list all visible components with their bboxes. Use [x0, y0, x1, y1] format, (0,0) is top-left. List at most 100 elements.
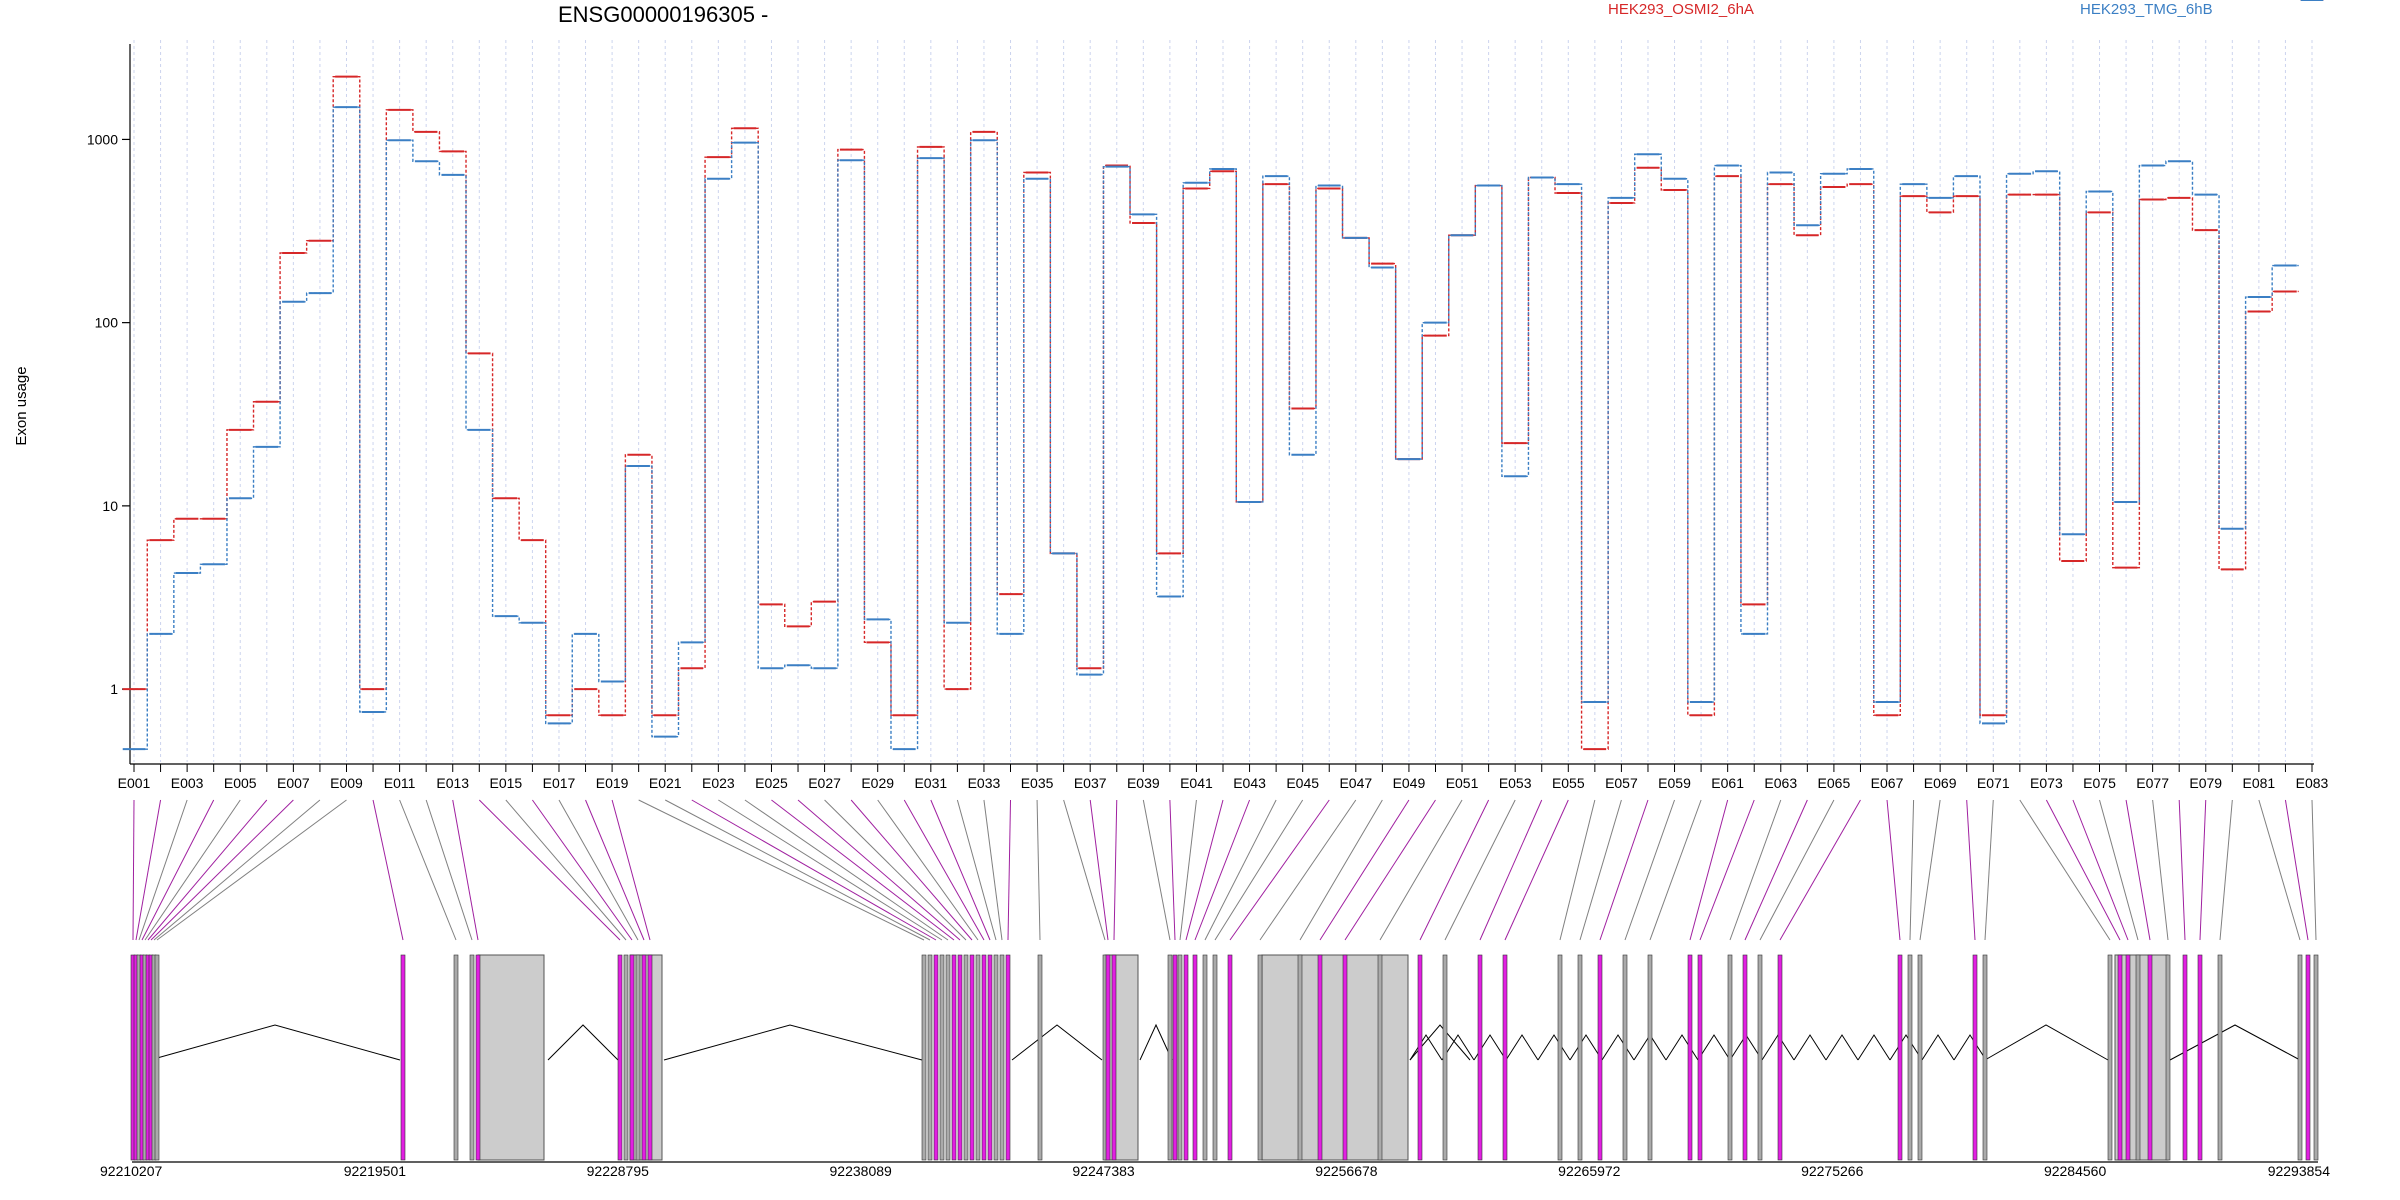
x-tick-label: E083 [2296, 775, 2329, 791]
exon-bar [635, 954, 641, 1161]
x-tick-label: E031 [914, 775, 947, 791]
exon-bar [1727, 954, 1733, 1161]
genomic-coordinate-label: 92284560 [2044, 1163, 2107, 1179]
exon-link [132, 799, 135, 941]
exon-link [1909, 799, 1915, 941]
genomic-coordinate-label: 92256678 [1315, 1163, 1378, 1179]
exon-link [1379, 799, 1463, 941]
series-layer [122, 0, 2324, 751]
intron [547, 1024, 619, 1061]
exon-bar [647, 954, 653, 1161]
exon-bar [2147, 954, 2153, 1161]
exon-bar [2117, 954, 2123, 1161]
intron [1857, 1034, 1891, 1061]
exon-link [638, 799, 925, 941]
x-tick-label: E019 [596, 775, 629, 791]
exon-link [505, 799, 627, 941]
exon-bar [1622, 954, 1628, 1161]
exon-box [1261, 954, 1409, 1161]
exon-link [1689, 799, 1729, 941]
x-tick-label: E017 [543, 775, 576, 791]
exon-bar [469, 954, 475, 1161]
exon-link [1649, 799, 1702, 941]
x-tick-label: E035 [1021, 775, 1054, 791]
exon-bar [641, 954, 647, 1161]
exon-link [903, 799, 985, 941]
exon-bar [975, 954, 981, 1161]
x-tick-label: E067 [1871, 775, 1904, 791]
x-tick-label: E007 [277, 775, 310, 791]
exon-bar [1037, 954, 1043, 1161]
exon-bar [963, 954, 969, 1161]
exon-bar [1257, 954, 1263, 1161]
exon-link [1259, 799, 1357, 941]
exon-bar [1742, 954, 1748, 1161]
exon-bar [1697, 954, 1703, 1161]
exon-link [1185, 799, 1224, 941]
x-tick-label: E009 [330, 775, 363, 791]
exon-link [1444, 799, 1516, 941]
exon-bar [1477, 954, 1483, 1161]
intron [1697, 1034, 1731, 1061]
exon-link [1007, 799, 1012, 941]
exon-link [1229, 799, 1330, 941]
exon-link [2284, 799, 2309, 941]
exon-link [956, 799, 997, 941]
x-tick-label: E001 [118, 775, 151, 791]
exon-bar [623, 954, 629, 1161]
x-tick-label: E003 [171, 775, 204, 791]
x-tick-label: E021 [649, 775, 682, 791]
gridlines [133, 40, 2313, 762]
x-tick-label: E029 [861, 775, 894, 791]
exon-link [930, 799, 991, 941]
exon-link [1063, 799, 1106, 941]
series-line [130, 106, 2299, 750]
exon-link [1319, 799, 1410, 941]
genomic-coordinate-label: 92238089 [830, 1163, 893, 1179]
x-tick-label: E013 [436, 775, 469, 791]
exon-bar [1897, 954, 1903, 1161]
exon-link [1966, 799, 1976, 941]
exon-link [1036, 799, 1041, 941]
exon-box [2114, 954, 2169, 1161]
exon-link [1729, 799, 1782, 941]
intron [149, 1024, 401, 1061]
x-tick-label: E005 [224, 775, 257, 791]
exon-link [1214, 799, 1304, 941]
exon-bar [1917, 954, 1923, 1161]
exon-link [1744, 799, 1808, 941]
x-tick-label: E063 [1764, 775, 1797, 791]
exon-bar [2297, 954, 2303, 1161]
exon-bar [1777, 954, 1783, 1161]
exon-bar [1212, 954, 1218, 1161]
exon-bar [1177, 954, 1183, 1161]
exon-bar [1377, 954, 1383, 1161]
exon-bar [1227, 954, 1233, 1161]
exon-link [585, 799, 645, 941]
genomic-coordinate-label: 92219501 [344, 1163, 407, 1179]
exon-bar [1192, 954, 1198, 1161]
exon-bar [2135, 954, 2141, 1161]
exon-bar [969, 954, 975, 1161]
exon-bar [1597, 954, 1603, 1161]
intron [1953, 1034, 1987, 1061]
exon-link [558, 799, 639, 941]
x-tick-label: E045 [1286, 775, 1319, 791]
exon-bar [1577, 954, 1583, 1161]
exon-bar [939, 954, 945, 1161]
exon-link [1984, 799, 1994, 941]
exon-bar [2305, 954, 2311, 1161]
exon-link [718, 799, 943, 941]
exon-bar [1907, 954, 1913, 1161]
intron [1409, 1034, 1443, 1061]
exon-bar [1442, 954, 1448, 1161]
x-tick-label: E051 [1446, 775, 1479, 791]
exon-link [1479, 799, 1543, 941]
genomic-coordinate-label: 92210207 [100, 1163, 163, 1179]
genomic-coordinate-label: 92247383 [1072, 1163, 1135, 1179]
x-tick-label: E069 [1924, 775, 1957, 791]
exon-bar [154, 954, 160, 1161]
exon-bar [2197, 954, 2203, 1161]
exon-link [2072, 799, 2129, 941]
intron [1825, 1034, 1859, 1061]
